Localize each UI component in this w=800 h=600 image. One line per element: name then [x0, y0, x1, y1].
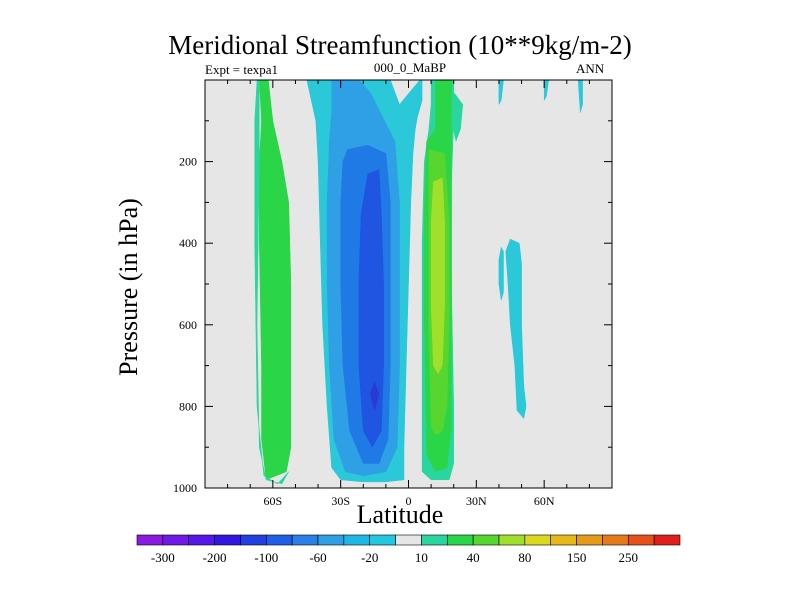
colorbar-box: [627, 534, 655, 546]
colorbar-box: [136, 534, 164, 546]
contour-region-northern-cell-80: [430, 177, 445, 375]
y-tick-label: 200: [179, 155, 197, 169]
experiment-label: Expt = texpa1: [205, 62, 279, 77]
colorbar-box: [653, 534, 681, 546]
colorbar-label: 80: [518, 550, 531, 565]
season-label: ANN: [576, 61, 605, 76]
x-tick-label: 30N: [466, 494, 487, 508]
y-tick-label: 400: [179, 236, 197, 250]
y-tick-label: 1000: [173, 481, 197, 495]
colorbar-label: 250: [619, 550, 639, 565]
x-axis-title: Latitude: [356, 500, 444, 529]
colorbar-label: -20: [361, 550, 378, 565]
colorbar: -300 -200 -100 -60 -20 10 40 80 150 250: [136, 534, 681, 565]
colorbar-label: -300: [151, 550, 175, 565]
y-axis-title: Pressure (in hPa): [114, 198, 143, 376]
contour-region-northern-ferrel-blob: [505, 238, 527, 420]
x-axis-ticks: 60S 30S 0 30N 60N: [227, 80, 590, 508]
colorbar-box: [317, 534, 345, 546]
contour-region-southern-cell-minus-80: [358, 169, 384, 448]
colorbar-box: [291, 534, 319, 546]
x-tick-label: 60N: [534, 494, 555, 508]
contour-region-southern-cell-minus-100: [369, 381, 380, 412]
case-label: 000_0_MaBP: [373, 60, 447, 75]
colorbar-box: [369, 534, 396, 546]
contour-region-polar-southern-edge: [254, 79, 289, 485]
colorbar-box: [395, 534, 422, 546]
x-tick-label: 0: [406, 494, 412, 508]
colorbar-box: [162, 534, 190, 546]
contour-region-northern-ferrel-sliver: [498, 246, 504, 301]
contour-regions: [254, 79, 583, 485]
colorbar-box: [343, 534, 371, 546]
colorbar-box: [265, 534, 293, 546]
colorbar-label: -200: [203, 550, 227, 565]
colorbar-label: -100: [254, 550, 278, 565]
colorbar-label: 40: [467, 550, 480, 565]
colorbar-box: [550, 534, 577, 546]
colorbar-label: 10: [415, 550, 428, 565]
colorbar-box: [240, 534, 267, 546]
colorbar-box: [188, 534, 215, 546]
colorbar-label: 150: [567, 550, 587, 565]
colorbar-box: [472, 534, 500, 546]
colorbar-box: [421, 534, 448, 546]
x-tick-label: 30S: [331, 494, 350, 508]
colorbar-box: [602, 534, 629, 546]
contour-region-polar-southern-positive: [259, 79, 292, 481]
x-tick-label: 60S: [263, 494, 282, 508]
colorbar-box: [446, 534, 474, 546]
y-tick-label: 800: [179, 399, 197, 413]
y-tick-label: 600: [179, 318, 197, 332]
colorbar-box: [524, 534, 552, 546]
contour-region-upper-small-4: [451, 91, 464, 143]
colorbar-box: [214, 534, 241, 546]
chart-title: Meridional Streamfunction (10**9kg/m-2): [168, 30, 632, 60]
colorbar-label: -60: [309, 550, 326, 565]
colorbar-box: [498, 534, 526, 546]
colorbar-box: [576, 534, 603, 546]
y-axis-ticks: 200 400 600 800 1000: [173, 120, 612, 495]
